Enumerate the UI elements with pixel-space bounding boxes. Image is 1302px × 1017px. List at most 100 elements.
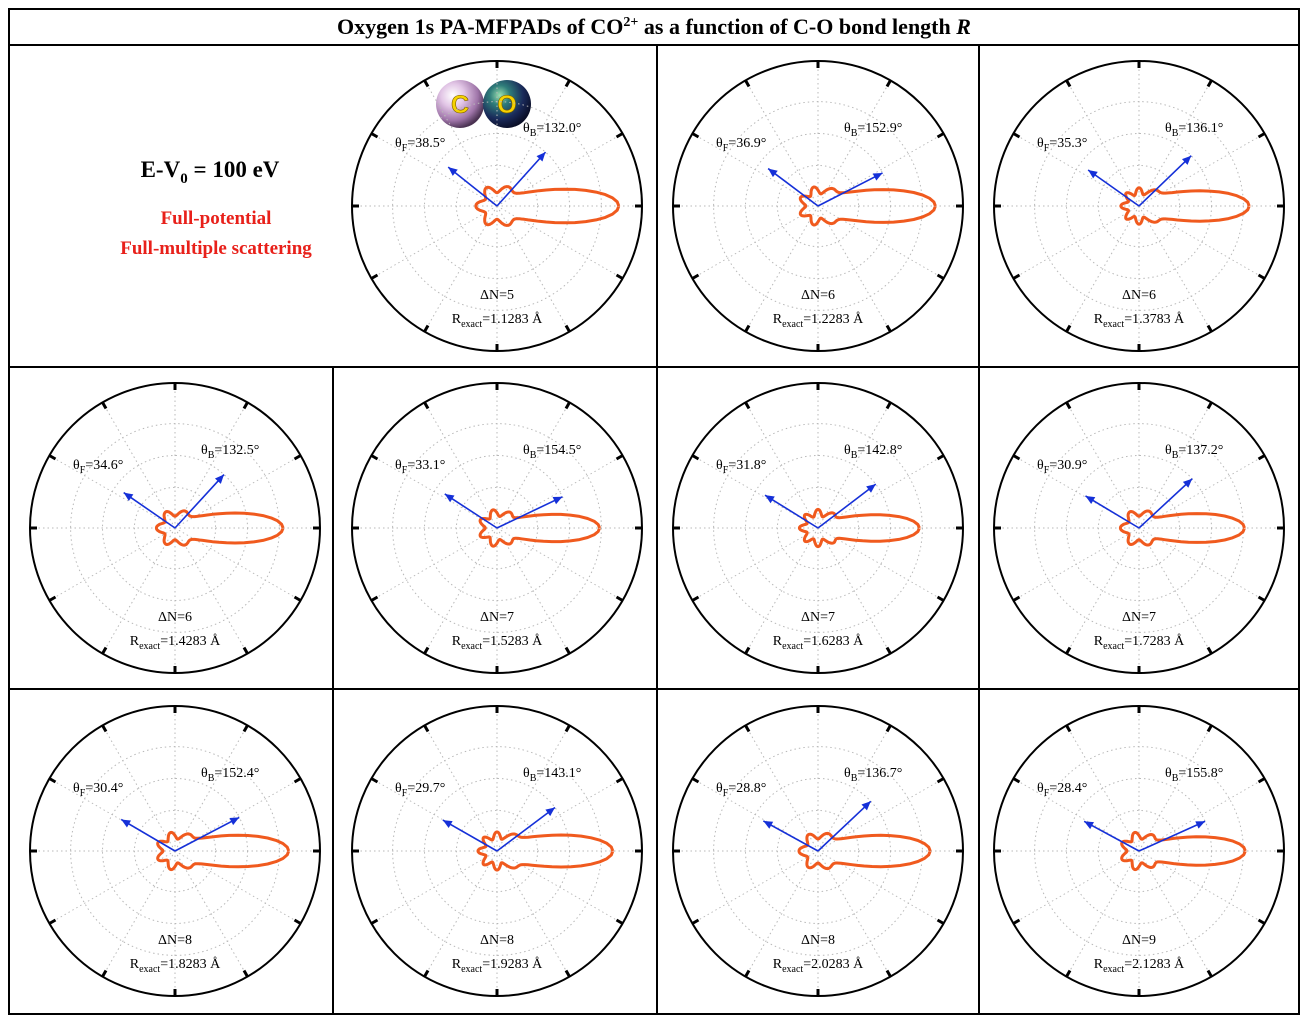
delta-n-label: ΔN=6 <box>801 288 835 303</box>
polar-grid-spoke <box>496 727 569 852</box>
theta-f-arrow-head <box>444 493 455 503</box>
polar-tick <box>691 454 700 461</box>
delta-n-label: ΔN=7 <box>480 610 514 625</box>
polar-grid-spoke <box>1015 850 1140 923</box>
carbon-atom-icon <box>436 80 484 128</box>
delta-n-value: 7 <box>828 610 835 625</box>
r-exact-label: Rexact=1.5283 Å <box>452 633 543 652</box>
polar-tick <box>885 401 892 410</box>
polar-tick <box>101 724 108 733</box>
carbon-atom-label: C <box>451 91 469 119</box>
delta-n-label: ΔN=8 <box>801 933 835 948</box>
theta-b-arrow-head <box>866 484 876 493</box>
theta-f-arrow-head <box>1088 169 1098 179</box>
theta-f-label: θF=29.7° <box>395 781 445 799</box>
polar-tick <box>564 401 571 410</box>
polar-tick <box>242 646 249 655</box>
theta-f-value: 28.4° <box>1057 781 1087 796</box>
theta-b-label: θB=154.5° <box>523 443 581 461</box>
theta-b-arrow <box>174 474 225 529</box>
r-exact-value: =1.7283 Å <box>1124 633 1185 649</box>
polar-plot-4: θF=34.6° θB=132.5° ΔN=6 Rexact=1.4283 Å <box>29 382 321 674</box>
polar-tick <box>691 595 700 602</box>
theta-f-arrow <box>1083 820 1140 852</box>
theta-b-label: θB=152.4° <box>201 766 259 784</box>
polar-grid-spoke <box>1015 134 1140 207</box>
polar-tick <box>1012 777 1021 784</box>
polar-grid-spoke <box>1067 850 1140 975</box>
polar-grid-spoke <box>425 82 498 207</box>
polar-grid-spoke <box>1138 82 1211 207</box>
polar-plot-8: θF=30.4° θB=152.4° ΔN=8 Rexact=1.8283 Å <box>29 705 321 997</box>
polar-grid-spoke <box>174 404 247 529</box>
polar-grid-spoke <box>817 404 890 529</box>
theta-f-value: 35.3° <box>1057 136 1087 151</box>
polar-grid-spoke <box>373 850 498 923</box>
polar-tick <box>691 777 700 784</box>
theta-b-label: θB=143.1° <box>523 766 581 784</box>
polar-tick <box>691 273 700 280</box>
polar-tick <box>1012 132 1021 139</box>
polar-tick <box>1257 454 1266 461</box>
delta-n-value: 9 <box>1149 933 1156 948</box>
polar-tick <box>370 595 379 602</box>
polar-grid-spoke <box>817 727 890 852</box>
theta-f-arrow-head <box>123 492 134 501</box>
polar-tick <box>936 918 945 925</box>
polar-grid-spoke <box>373 205 498 278</box>
theta-f-arrow <box>762 820 819 852</box>
polar-tick <box>293 454 302 461</box>
r-exact-value: =1.9283 Å <box>482 956 543 972</box>
theta-f-arrow <box>120 818 176 852</box>
polar-plot-1: θF=38.5° θB=132.0° ΔN=5 Rexact=1.1283 Å <box>351 60 643 352</box>
polar-tick <box>936 132 945 139</box>
mfpad-curve <box>1120 830 1247 872</box>
oxygen-atom-icon <box>483 80 531 128</box>
mfpad-curve <box>797 507 921 549</box>
theta-f-label: θF=28.8° <box>716 781 766 799</box>
theta-f-arrow-head <box>448 167 458 176</box>
theta-b-arrow-head <box>229 817 240 826</box>
r-exact-value: =1.1283 Å <box>482 311 543 327</box>
polar-tick <box>885 724 892 733</box>
theta-b-arrow <box>496 496 563 529</box>
polar-grid-spoke <box>373 134 498 207</box>
polar-grid-spoke <box>103 404 176 529</box>
polar-grid-spoke <box>1138 205 1211 330</box>
polar-tick <box>744 79 751 88</box>
polar-tick <box>615 132 624 139</box>
polar-grid-spoke <box>1138 404 1211 529</box>
polar-tick <box>423 724 430 733</box>
polar-tick <box>48 777 57 784</box>
r-exact-label: Rexact=1.6283 Å <box>773 633 864 652</box>
delta-n-label: ΔN=8 <box>158 933 192 948</box>
mfpad-curve <box>154 509 285 547</box>
polar-tick <box>564 79 571 88</box>
polar-tick <box>744 724 751 733</box>
polar-grid-spoke <box>1067 205 1140 330</box>
theta-b-arrow-head <box>1182 478 1193 488</box>
polar-plot-11: θF=28.4° θB=155.8° ΔN=9 Rexact=2.1283 Å <box>993 705 1285 997</box>
polar-tick <box>423 646 430 655</box>
polar-grid-spoke <box>425 205 498 330</box>
polar-tick <box>1012 454 1021 461</box>
co-molecule-icon: C O <box>436 80 531 128</box>
polar-tick <box>1065 969 1072 978</box>
polar-tick <box>936 595 945 602</box>
polar-grid-spoke <box>425 404 498 529</box>
theta-b-arrow <box>817 800 872 852</box>
theta-f-arrow-head <box>1084 821 1094 830</box>
theta-b-arrow-head <box>1181 155 1192 165</box>
polar-tick <box>885 646 892 655</box>
polar-tick <box>1065 646 1072 655</box>
polar-tick <box>615 273 624 280</box>
theta-b-label: θB=132.5° <box>201 443 259 461</box>
polar-grid-spoke <box>174 779 299 852</box>
polar-grid-spoke <box>51 456 176 529</box>
delta-n-value: 8 <box>828 933 835 948</box>
theta-b-value: 132.0° <box>544 121 581 136</box>
delta-n-value: 8 <box>185 933 192 948</box>
polar-grid-spoke <box>1067 82 1140 207</box>
theta-f-label: θF=30.4° <box>73 781 123 799</box>
polar-tick <box>1257 132 1266 139</box>
